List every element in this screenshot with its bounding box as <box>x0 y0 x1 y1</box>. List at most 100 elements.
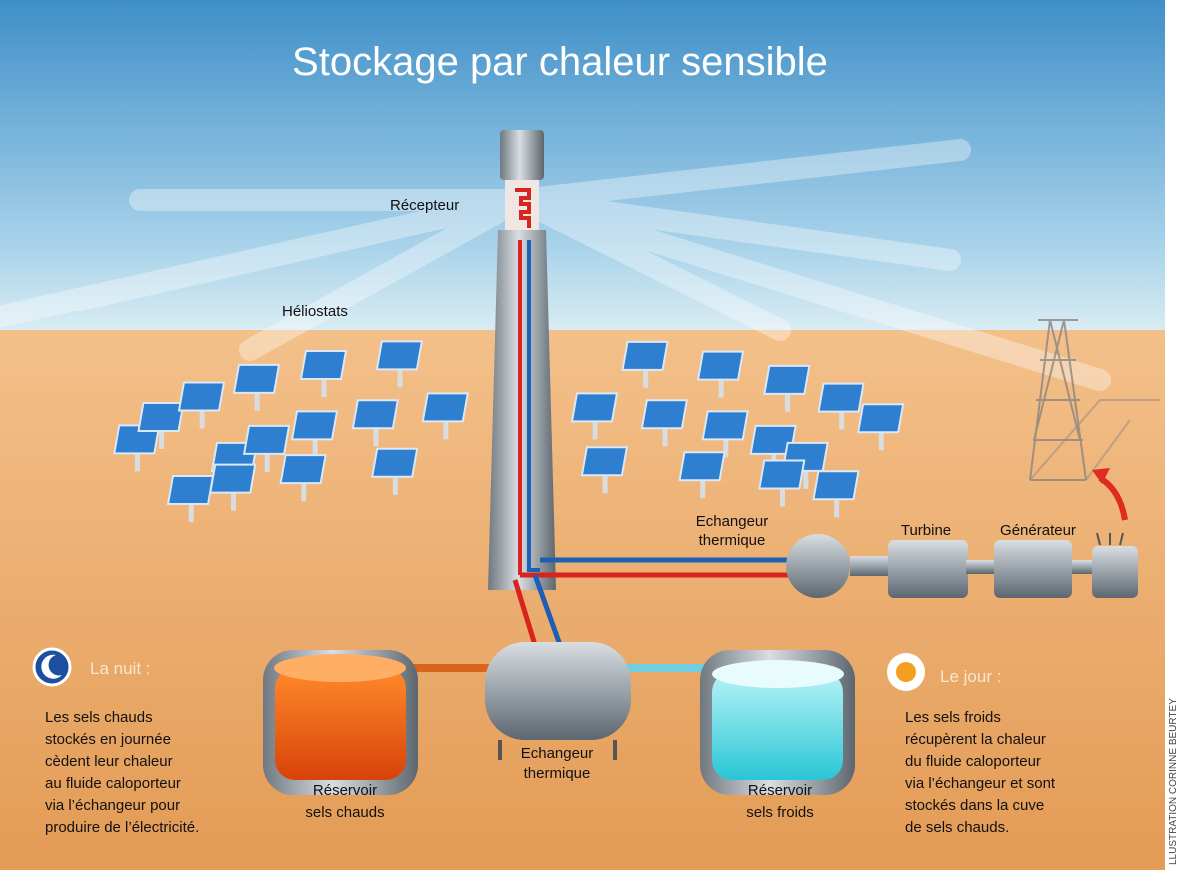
ray <box>239 189 531 361</box>
day-text: récupèrent la chaleur <box>905 731 1046 748</box>
moon-icon <box>32 647 72 687</box>
heliostat <box>812 470 860 501</box>
day-text: via l’échangeur et sont <box>905 775 1056 792</box>
sun-icon <box>887 653 925 691</box>
heliostat <box>166 475 215 506</box>
heliostat-post <box>784 393 790 412</box>
heliostat-post <box>839 411 845 430</box>
heliostat <box>696 350 745 381</box>
night-text: Les sels chauds <box>45 709 153 726</box>
heliostat <box>371 447 419 478</box>
night-text: stockés en journée <box>45 731 171 748</box>
night-text: au fluide caloporteur <box>45 775 181 792</box>
heliostat <box>242 424 291 455</box>
heliostat-post <box>134 453 140 472</box>
pipes <box>410 557 800 672</box>
pylon <box>1029 319 1160 481</box>
receiver-label: Récepteur <box>390 197 459 214</box>
heliostat <box>580 446 629 477</box>
day-text: Les sels froids <box>905 709 1001 726</box>
heliostat <box>678 451 726 482</box>
heliostat-post <box>779 488 785 507</box>
heliostat-post <box>834 499 840 518</box>
heliostat <box>299 349 348 380</box>
heliostat-post <box>312 439 318 458</box>
heliostat-post <box>254 392 260 411</box>
credit: LLUSTRATION CORINNE BEURTEY <box>1168 698 1179 865</box>
exchanger-bottom-label: thermique <box>524 765 591 782</box>
heliostat-post <box>188 504 194 523</box>
cold-tank-label: Réservoir <box>748 782 812 799</box>
night-text: via l’échangeur pour <box>45 797 180 814</box>
heliostat-field <box>113 340 905 523</box>
heliostats-label: Héliostats <box>282 303 348 320</box>
ray <box>0 189 531 328</box>
power-block <box>786 532 1138 598</box>
turbine-label: Turbine <box>901 522 951 539</box>
generator-label: Générateur <box>1000 522 1076 539</box>
tower <box>488 130 556 590</box>
ray <box>509 189 961 271</box>
heliostat <box>856 403 905 434</box>
heliostat-post <box>392 476 398 495</box>
night-text: produire de l’électricité. <box>45 819 199 836</box>
heliostat-post <box>397 369 403 388</box>
heliostat <box>421 392 469 423</box>
day-text: de sels chauds. <box>905 819 1009 836</box>
heliostat <box>137 401 185 432</box>
heliostat <box>351 399 399 430</box>
heliostat-post <box>643 369 649 388</box>
heliostat <box>749 424 797 455</box>
cold-tank <box>700 650 855 795</box>
heliostat <box>763 364 811 395</box>
day-heading: Le jour : <box>940 667 1001 686</box>
night-heading: La nuit : <box>90 659 151 678</box>
exchanger <box>485 642 631 760</box>
heliostat <box>701 410 749 441</box>
sun-rays <box>0 139 1111 391</box>
heliostat <box>375 340 424 371</box>
ray <box>69 189 531 311</box>
heliostat-post <box>373 428 379 447</box>
heliostat-post <box>264 453 270 472</box>
heliostat <box>290 410 339 441</box>
heliostat <box>232 363 281 394</box>
exchanger-bottom-label: Echangeur <box>521 745 594 762</box>
heliostat <box>621 340 669 371</box>
day-text: stockés dans la cuve <box>905 797 1044 814</box>
heliostat <box>279 454 327 485</box>
heliostat-post <box>199 410 205 429</box>
exchanger-top-label: thermique <box>699 532 766 549</box>
night-text: cèdent leur chaleur <box>45 753 173 770</box>
heliostat-post <box>159 430 165 449</box>
heliostat-post <box>592 421 598 440</box>
heliostat <box>570 392 619 423</box>
hot-tank <box>263 650 418 795</box>
heliostat <box>758 459 806 490</box>
heliostat <box>209 463 257 494</box>
heliostat-post <box>230 492 236 511</box>
heliostat <box>640 399 689 430</box>
cold-tank-label: sels froids <box>746 804 814 821</box>
heliostat-post <box>803 470 809 489</box>
day-text: du fluide caloporteur <box>905 753 1041 770</box>
hot-tank-label: Réservoir <box>313 782 377 799</box>
title: Stockage par chaleur sensible <box>292 40 828 84</box>
heliostat-post <box>321 378 327 397</box>
heliostat-post <box>602 475 608 494</box>
hot-tank-label: sels chauds <box>305 804 384 821</box>
arrow-head <box>1092 468 1110 484</box>
ray <box>509 139 971 211</box>
heliostat-post <box>700 480 706 499</box>
heliostat <box>177 381 226 412</box>
ray <box>509 189 791 341</box>
sky <box>0 0 1165 330</box>
exchanger-top-label: Echangeur <box>696 513 769 530</box>
heliostat-post <box>718 379 724 398</box>
ray <box>509 189 1111 391</box>
heliostat-post <box>723 439 729 458</box>
heliostat-post <box>443 421 449 440</box>
heliostat-post <box>662 428 668 447</box>
heliostat <box>817 382 865 413</box>
